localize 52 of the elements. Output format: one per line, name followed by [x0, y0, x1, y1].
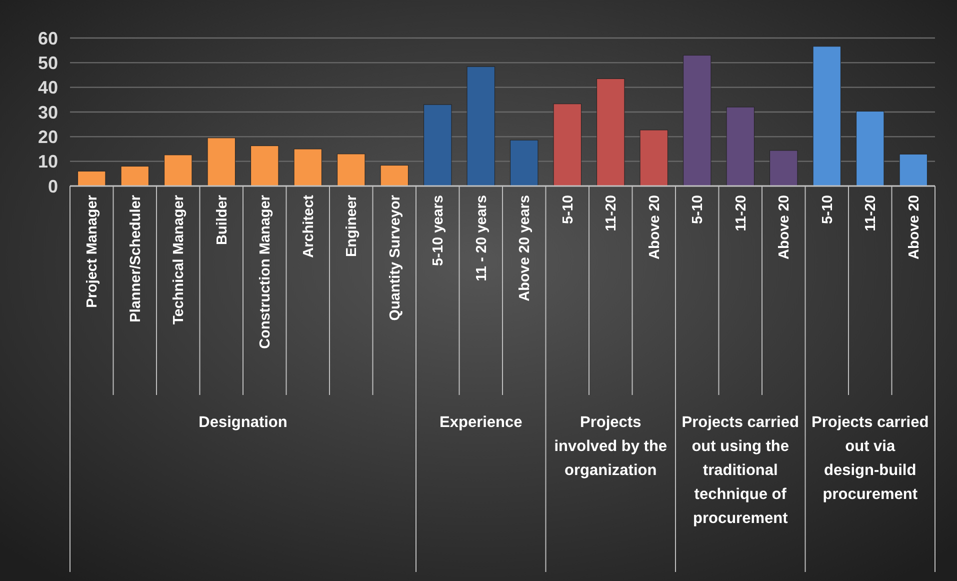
x-tick-label: Builder	[214, 194, 230, 245]
x-tick-label: Above 20	[646, 195, 663, 260]
bar	[726, 106, 754, 186]
x-tick-label: Above 20	[906, 195, 922, 260]
bar	[250, 146, 279, 186]
bar	[466, 66, 495, 186]
bar	[553, 104, 582, 186]
bar	[899, 154, 928, 186]
x-tick-label: 5-10 years	[430, 195, 447, 266]
y-tick-label: 40	[38, 78, 58, 98]
y-tick-label: 20	[38, 126, 58, 147]
text: Projects involved by the organization	[554, 414, 668, 479]
y-tick-label: 50	[38, 52, 58, 73]
bar	[596, 78, 625, 186]
bar	[424, 104, 452, 186]
y-tick-label: 0	[48, 176, 58, 196]
x-tick-label: Planner/Scheduler	[128, 194, 144, 322]
x-tick-label: Technical Manager	[171, 194, 188, 324]
text: Projects carried out using the traditional technique of procurement	[682, 414, 799, 527]
text: Experience	[440, 414, 523, 431]
y-tick-label: 30	[38, 102, 58, 122]
x-tick-label: Architect	[300, 194, 317, 258]
bar	[164, 154, 192, 186]
x-tick-label: 5-10	[820, 195, 836, 224]
bar	[812, 46, 841, 186]
x-tick-label: 11-20	[604, 195, 620, 232]
bar	[294, 148, 322, 186]
x-tick-label: 11-20	[733, 195, 750, 232]
bar	[770, 150, 798, 186]
bar	[683, 55, 712, 186]
text: Projects carried out via design-build procurement	[812, 414, 929, 503]
y-tick-label: 60	[38, 28, 58, 48]
bar	[207, 138, 236, 186]
x-tick-label: Above 20	[776, 195, 793, 260]
x-tick-label: 5-10	[560, 195, 576, 224]
text: Designation	[198, 414, 288, 431]
bar	[510, 140, 538, 186]
x-tick-label: Construction Manager	[258, 194, 274, 349]
bar	[337, 154, 366, 186]
bar	[78, 170, 106, 186]
bar	[380, 165, 408, 186]
x-tick-label: 11-20	[863, 195, 880, 232]
x-tick-label: Engineer	[344, 194, 360, 258]
x-tick-label: Above 20 years	[517, 195, 534, 302]
x-tick-label: 5-10	[690, 195, 706, 224]
bar	[120, 166, 149, 186]
x-tick-label: Quantity Surveyor	[387, 194, 404, 321]
bar	[856, 111, 884, 186]
x-tick-label: 11 - 20 years	[474, 195, 490, 282]
y-tick-label: 10	[38, 152, 58, 172]
bar	[640, 130, 668, 186]
x-tick-label: Project Manager	[84, 194, 101, 308]
